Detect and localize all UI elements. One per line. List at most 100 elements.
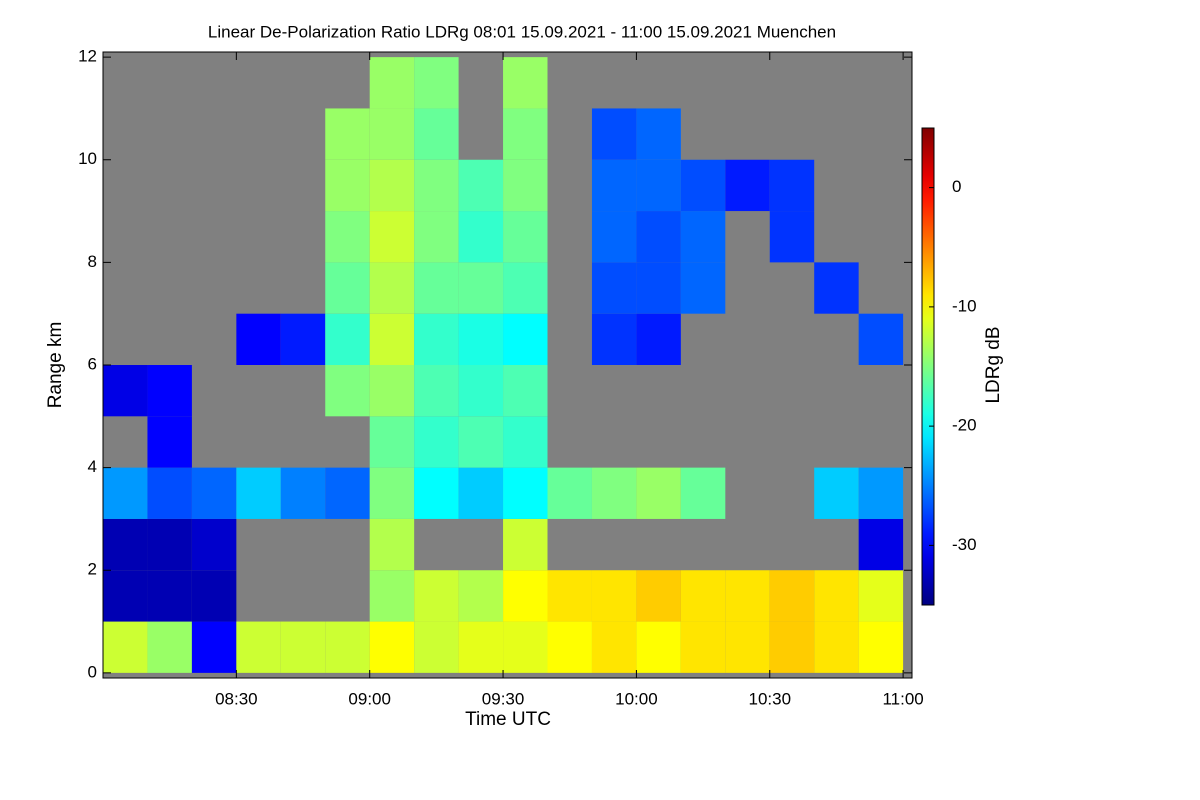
y-tick-label: 4 <box>88 457 97 476</box>
colorbar <box>921 127 935 606</box>
heatmap-cell <box>458 570 504 622</box>
heatmap-cell <box>103 467 148 519</box>
heatmap-cell <box>725 621 770 673</box>
heatmap-cell <box>591 313 637 365</box>
heatmap-cell <box>280 467 326 519</box>
heatmap-cell <box>858 467 904 519</box>
heatmap-cell <box>369 570 415 622</box>
heatmap-cell <box>103 621 148 673</box>
heatmap-cell <box>147 518 192 571</box>
heatmap-cell <box>636 262 681 314</box>
heatmap-cell <box>414 621 459 673</box>
heatmap-cell <box>503 467 548 519</box>
heatmap-cell <box>769 621 815 673</box>
chart-title: Linear De-Polarization Ratio LDRg 08:01 … <box>208 22 836 41</box>
heatmap-cell <box>458 211 504 263</box>
heatmap-cell <box>680 467 726 519</box>
heatmap-cell <box>369 313 415 365</box>
heatmap-cell <box>236 313 281 365</box>
heatmap-cell <box>103 518 148 571</box>
heatmap-cell <box>591 108 637 160</box>
heatmap-cell <box>458 262 504 314</box>
heatmap-cell <box>814 262 859 314</box>
heatmap-cell <box>503 365 548 417</box>
heatmap-cell <box>458 467 504 519</box>
heatmap-cell <box>369 467 415 519</box>
heatmap-cell <box>325 467 370 519</box>
heatmap-cell <box>636 621 681 673</box>
heatmap-cell <box>858 570 904 622</box>
heatmap-cell <box>814 467 859 519</box>
heatmap-cell <box>369 365 415 417</box>
heatmap-cell <box>191 570 237 622</box>
heatmap-cell <box>325 211 370 263</box>
heatmap-cell <box>636 313 681 365</box>
heatmap-cell <box>680 159 726 212</box>
heatmap-cell <box>769 211 815 263</box>
heatmap-cell <box>147 570 192 622</box>
heatmap-cell <box>414 365 459 417</box>
heatmap-cell <box>591 467 637 519</box>
heatmap-cell <box>458 365 504 417</box>
x-axis-label: Time UTC <box>465 709 551 730</box>
heatmap-cell <box>503 416 548 468</box>
heatmap-cell <box>591 570 637 622</box>
heatmap-cell <box>680 570 726 622</box>
heatmap-cell <box>636 159 681 212</box>
heatmap-cell <box>414 467 459 519</box>
heatmap-cell <box>414 416 459 468</box>
heatmap-cell <box>191 621 237 673</box>
heatmap-cell <box>369 621 415 673</box>
x-tick-label: 10:30 <box>748 689 791 708</box>
heatmap-cell <box>591 159 637 212</box>
heatmap-cell <box>814 570 859 622</box>
heatmap-cell <box>325 313 370 365</box>
heatmap-cell <box>680 211 726 263</box>
heatmap-cell <box>414 313 459 365</box>
heatmap-cell <box>414 159 459 212</box>
heatmap-cell <box>369 211 415 263</box>
heatmap-cell <box>369 108 415 160</box>
heatmap-cell <box>369 262 415 314</box>
heatmap-cell <box>458 313 504 365</box>
heatmap-cell <box>458 621 504 673</box>
heatmap-cell <box>369 518 415 571</box>
heatmap-cell <box>636 108 681 160</box>
heatmap-cell <box>769 570 815 622</box>
y-axis-label: Range km <box>45 322 66 409</box>
x-tick-label: 09:00 <box>348 689 391 708</box>
colorbar-tick-label: -20 <box>952 416 977 435</box>
heatmap-cell <box>458 159 504 212</box>
heatmap-cell <box>503 262 548 314</box>
heatmap-cell <box>591 262 637 314</box>
heatmap-cell <box>636 467 681 519</box>
heatmap-cell <box>503 211 548 263</box>
heatmap-cell <box>325 159 370 212</box>
heatmap-cell <box>503 159 548 212</box>
heatmap-cell <box>147 621 192 673</box>
heatmap-cell <box>814 621 859 673</box>
heatmap-cell <box>503 518 548 571</box>
heatmap-cell <box>147 416 192 468</box>
colorbar-tick-label: -30 <box>952 535 977 554</box>
heatmap-cell <box>325 365 370 417</box>
heatmap-cell <box>325 108 370 160</box>
heatmap-cell <box>858 313 904 365</box>
heatmap-cell <box>547 621 592 673</box>
heatmap-cell <box>191 467 237 519</box>
heatmap-cell <box>725 570 770 622</box>
x-tick-label: 09:30 <box>482 689 525 708</box>
heatmap-cell <box>503 313 548 365</box>
y-tick-label: 12 <box>78 47 97 66</box>
heatmap-cell <box>236 621 281 673</box>
heatmap-cell <box>503 57 548 109</box>
y-tick-label: 10 <box>78 149 97 168</box>
heatmap-cell <box>858 621 904 673</box>
y-tick-label: 6 <box>88 354 97 373</box>
heatmap-cell <box>369 159 415 212</box>
x-tick-label: 11:00 <box>882 689 923 708</box>
heatmap-cell <box>858 518 904 571</box>
heatmap-cell <box>503 108 548 160</box>
heatmap-cell <box>325 621 370 673</box>
heatmap-cell <box>280 313 326 365</box>
